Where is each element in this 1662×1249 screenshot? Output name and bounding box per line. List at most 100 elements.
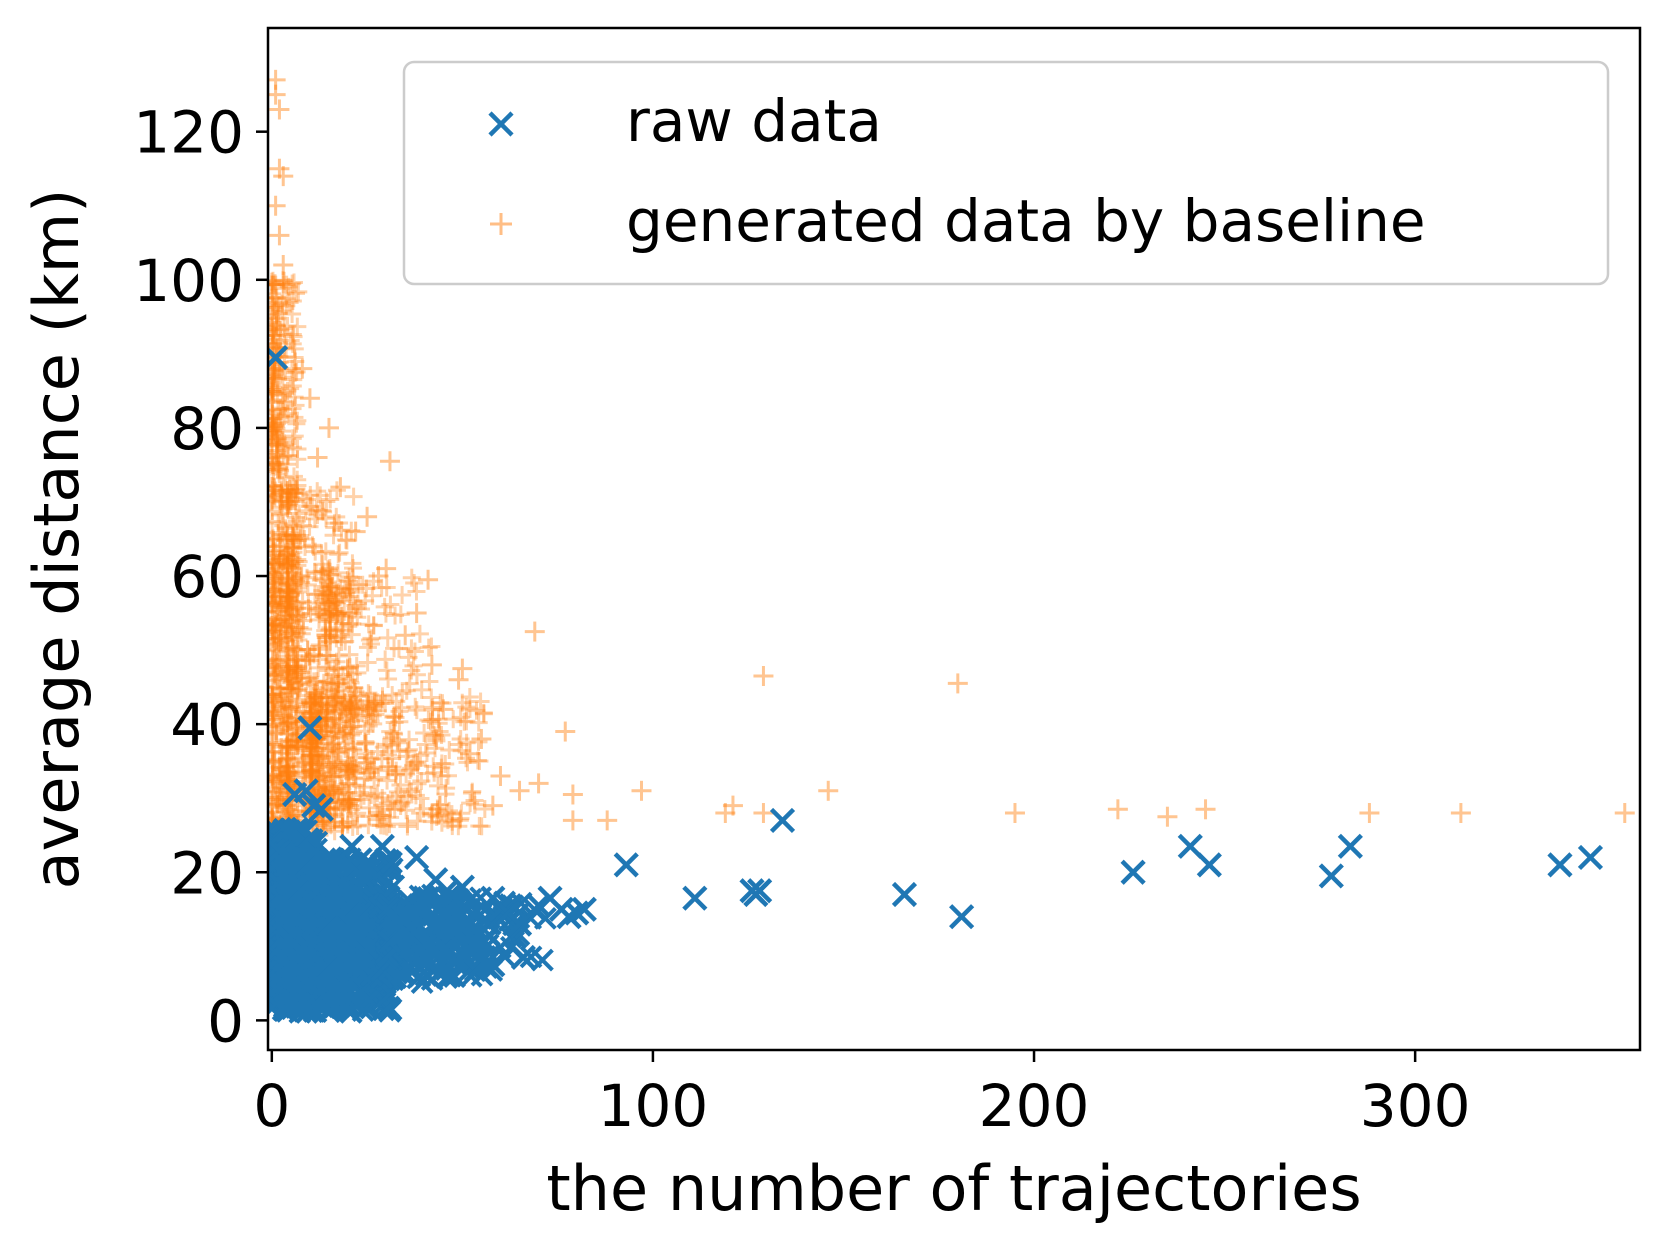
data-point-generated [268, 574, 287, 593]
data-point-generated [271, 761, 290, 780]
data-point-generated [268, 421, 283, 440]
data-point-generated [268, 733, 282, 752]
data-point-generated [280, 293, 299, 312]
data-point-generated [271, 492, 290, 511]
data-point-generated [273, 476, 292, 495]
data-point-generated [277, 595, 296, 614]
data-point-generated [268, 430, 286, 449]
data-point-generated [268, 616, 282, 635]
data-point-generated [278, 404, 297, 423]
data-point-generated [278, 556, 297, 575]
data-point-generated [268, 426, 287, 445]
data-point-generated [268, 622, 282, 641]
data-point-generated [268, 735, 281, 754]
data-point-generated [283, 399, 302, 418]
data-point-generated [268, 594, 282, 613]
data-point-generated [268, 615, 281, 634]
data-point-generated [268, 382, 282, 401]
data-point-generated [268, 426, 281, 445]
data-point-generated [274, 716, 293, 735]
data-point-generated [275, 706, 294, 725]
data-point-generated [268, 614, 285, 633]
data-point-generated [283, 606, 302, 625]
data-point-generated [268, 677, 282, 696]
data-point-generated [271, 320, 290, 339]
data-point-generated [268, 803, 282, 822]
data-point-generated [268, 640, 282, 659]
data-point-generated [276, 519, 295, 538]
y-tick-label: 20 [170, 839, 244, 907]
data-point-generated [268, 370, 287, 389]
data-point-generated [268, 414, 281, 433]
data-point-generated [268, 782, 283, 801]
data-point-generated [273, 697, 292, 716]
data-point-generated [288, 732, 307, 751]
data-point-generated [269, 304, 288, 323]
data-point-generated [284, 762, 303, 781]
data-point-generated [268, 305, 282, 324]
plot-area [268, 69, 1635, 1024]
data-point-generated [288, 439, 307, 458]
data-point-generated [283, 539, 302, 558]
data-point-generated [280, 669, 299, 688]
data-point-generated [277, 606, 296, 625]
data-point-generated [268, 409, 283, 428]
data-point-generated [268, 722, 286, 741]
data-point-generated [284, 273, 303, 292]
data-point-generated [274, 275, 293, 294]
data-point-generated [283, 563, 302, 582]
data-point-generated [270, 757, 289, 776]
data-point-generated [268, 602, 287, 621]
data-point-generated [269, 455, 288, 474]
data-point-generated [274, 713, 293, 732]
data-point-generated [268, 441, 287, 460]
data-point-generated [279, 638, 298, 657]
data-point-generated [278, 446, 297, 465]
data-point-generated [272, 481, 291, 500]
data-point-generated [268, 284, 282, 303]
y-tick-label: 0 [207, 987, 244, 1055]
data-point-generated [268, 529, 283, 548]
data-point-generated [282, 739, 301, 758]
data-point-generated [268, 448, 286, 467]
data-point-generated [268, 571, 283, 590]
data-point-generated [270, 541, 289, 560]
data-point-generated [283, 377, 302, 396]
data-point-generated [268, 593, 283, 612]
data-point-generated [268, 612, 287, 631]
data-point-generated [272, 798, 291, 817]
data-point-generated [268, 320, 283, 339]
data-point-generated [281, 698, 300, 717]
data-point-generated [281, 331, 300, 350]
data-point-generated [274, 271, 293, 290]
legend-label-generated-data: generated data by baseline [626, 187, 1426, 255]
data-point-generated [268, 485, 283, 504]
data-point-generated [283, 292, 302, 311]
data-point-generated [273, 569, 292, 588]
data-point-generated [268, 481, 285, 500]
data-point-generated [268, 423, 285, 442]
data-point-generated [288, 476, 307, 495]
data-point-generated [278, 670, 297, 689]
data-point-generated [280, 757, 299, 776]
y-tick-label: 100 [133, 247, 244, 315]
data-point-generated [278, 588, 297, 607]
data-point-generated [268, 752, 282, 771]
data-point-generated [288, 657, 307, 676]
data-point-generated [273, 392, 292, 411]
data-point-generated [276, 758, 295, 777]
data-point-generated [286, 508, 305, 527]
data-point-generated [289, 579, 308, 598]
data-point-generated [288, 470, 307, 489]
data-point-generated [285, 348, 304, 367]
data-point-generated [269, 602, 288, 621]
data-point-generated [268, 455, 283, 474]
data-point-generated [273, 422, 292, 441]
data-point-generated [283, 583, 302, 602]
data-point-generated [274, 548, 293, 567]
data-point-generated [269, 555, 288, 574]
data-point-generated [272, 738, 291, 757]
data-point-generated [268, 275, 285, 294]
data-point-generated [268, 707, 283, 726]
